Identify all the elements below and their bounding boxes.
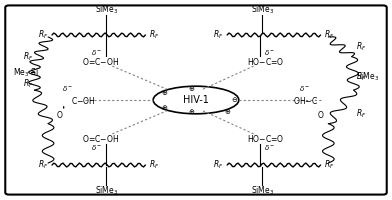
Text: SiMe$_3$: SiMe$_3$ — [356, 70, 379, 83]
Text: HIV-1: HIV-1 — [183, 95, 209, 105]
Text: $R_F$: $R_F$ — [149, 159, 160, 171]
Text: $R_F$: $R_F$ — [325, 29, 335, 41]
Text: $\ominus$: $\ominus$ — [231, 96, 239, 104]
Text: $R_F$: $R_F$ — [23, 50, 34, 63]
FancyBboxPatch shape — [5, 5, 387, 195]
Text: SiMe$_3$: SiMe$_3$ — [95, 3, 118, 16]
Text: $\delta^-$: $\delta^-$ — [91, 48, 102, 57]
Text: SiMe$_3$: SiMe$_3$ — [250, 184, 274, 197]
Text: SiMe$_3$: SiMe$_3$ — [95, 184, 118, 197]
Text: O: O — [57, 111, 63, 120]
Text: C$-$OH: C$-$OH — [71, 95, 96, 106]
Text: $\delta^-$: $\delta^-$ — [264, 48, 276, 57]
Text: $\oplus$: $\oplus$ — [223, 107, 231, 116]
Text: $\oplus$: $\oplus$ — [189, 107, 196, 116]
Text: $\delta^-$: $\delta^-$ — [62, 84, 73, 93]
Text: $R_F$: $R_F$ — [356, 108, 366, 120]
Text: $R_F$: $R_F$ — [213, 29, 223, 41]
Text: $\delta^-$: $\delta^-$ — [91, 143, 102, 152]
Text: $R_F$: $R_F$ — [38, 159, 48, 171]
Text: O: O — [318, 111, 323, 120]
Text: $R_F$: $R_F$ — [38, 29, 48, 41]
Text: $\delta^-$: $\delta^-$ — [264, 143, 276, 152]
Text: $R_F$: $R_F$ — [149, 29, 160, 41]
Text: $R_F$: $R_F$ — [356, 41, 366, 53]
Text: $\oplus$: $\oplus$ — [189, 84, 196, 93]
Text: $R_F$: $R_F$ — [23, 78, 34, 90]
Text: $R_F$: $R_F$ — [356, 70, 366, 83]
Text: $R_F$: $R_F$ — [325, 159, 335, 171]
Text: O=C$-$OH: O=C$-$OH — [82, 133, 119, 144]
Text: OH$-$C: OH$-$C — [293, 95, 318, 106]
Text: O=C$-$OH: O=C$-$OH — [82, 56, 119, 67]
Text: HO$-$C=O: HO$-$C=O — [247, 56, 285, 67]
Text: SiMe$_3$: SiMe$_3$ — [250, 3, 274, 16]
Text: Me$_3$ Si: Me$_3$ Si — [13, 66, 39, 79]
Text: $\oplus$: $\oplus$ — [161, 103, 169, 112]
Text: $R_F$: $R_F$ — [213, 159, 223, 171]
Text: $\delta^-$: $\delta^-$ — [299, 84, 310, 93]
Text: HO$-$C=O: HO$-$C=O — [247, 133, 285, 144]
Text: $\oplus$: $\oplus$ — [161, 88, 169, 97]
